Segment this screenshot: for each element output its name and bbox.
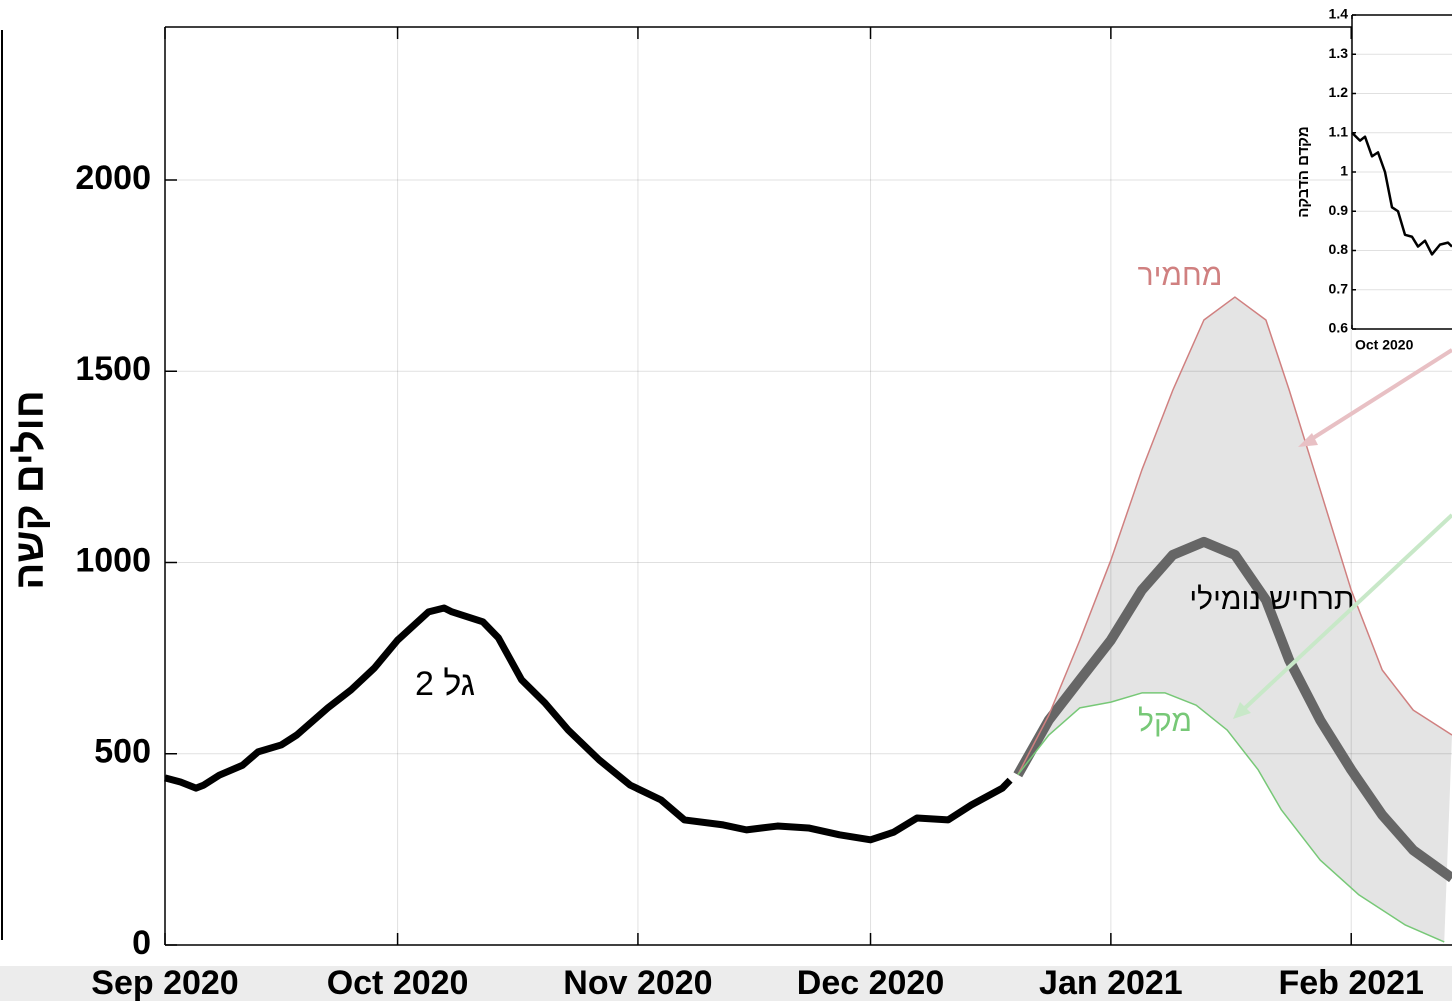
main-plot: 0 500 1000 1500 2000 Sep 2020 Oct 2020 Nov 2020… <box>8 26 1452 1001</box>
y-tick-label: 1000 <box>75 541 151 579</box>
arrow-head <box>1233 702 1251 719</box>
y-tick-label: 2000 <box>75 159 151 197</box>
bottom-strip <box>0 966 1452 1001</box>
y-tick-label: 0.6 <box>1329 320 1349 336</box>
series-annotation: תרחיש נומילי <box>1189 583 1354 616</box>
x-tick-label: Feb 2021 <box>1278 964 1424 1001</box>
y-tick-label: 500 <box>94 733 151 771</box>
series-annotation: מחמיר <box>1138 259 1223 292</box>
arrow <box>1243 513 1452 710</box>
arrows <box>1233 348 1452 719</box>
arrow <box>1308 348 1452 442</box>
series-annotation: מקל <box>1138 705 1192 738</box>
y-tick-label: 1.4 <box>1329 6 1349 22</box>
series-line <box>164 604 1013 844</box>
inset-plot: 0.6 0.7 0.8 0.9 1 1.1 1.2 1.3 1.4 Oct 2020 מקדם הד… <box>1295 6 1452 353</box>
y-axis-label: חולים קשה <box>8 390 52 590</box>
y-tick-label: 1 <box>1340 163 1348 179</box>
x-tick-label: Sep 2020 <box>91 964 238 1001</box>
y-tick-label: 1.1 <box>1329 123 1349 139</box>
arrow-head <box>1298 433 1318 447</box>
x-tick-label: Nov 2020 <box>563 964 712 1001</box>
y-tick-label: 1.3 <box>1329 45 1349 61</box>
x-tick-label: Oct 2020 <box>327 964 469 1001</box>
y-tick-label: 0 <box>132 924 151 962</box>
y-tick-label: 1500 <box>75 350 151 388</box>
y-tick-label: 0.7 <box>1329 280 1349 296</box>
series-line <box>1017 692 1445 943</box>
scenario-band <box>1017 297 1452 942</box>
series-line <box>1013 536 1452 883</box>
series-line <box>1017 296 1452 776</box>
x-tick-label: Oct 2020 <box>1355 337 1414 353</box>
y-tick-label: 0.8 <box>1329 241 1349 257</box>
y-tick-label: 0.9 <box>1329 202 1349 218</box>
series-line <box>1351 131 1452 256</box>
x-tick-label: Jan 2021 <box>1039 964 1183 1001</box>
y-axis-label: מקדם הדבקה <box>1295 126 1312 217</box>
series-annotation: גל 2 <box>415 665 475 703</box>
x-tick-label: Dec 2020 <box>797 964 944 1001</box>
y-tick-label: 1.2 <box>1329 84 1349 100</box>
plot-area <box>1352 15 1452 329</box>
